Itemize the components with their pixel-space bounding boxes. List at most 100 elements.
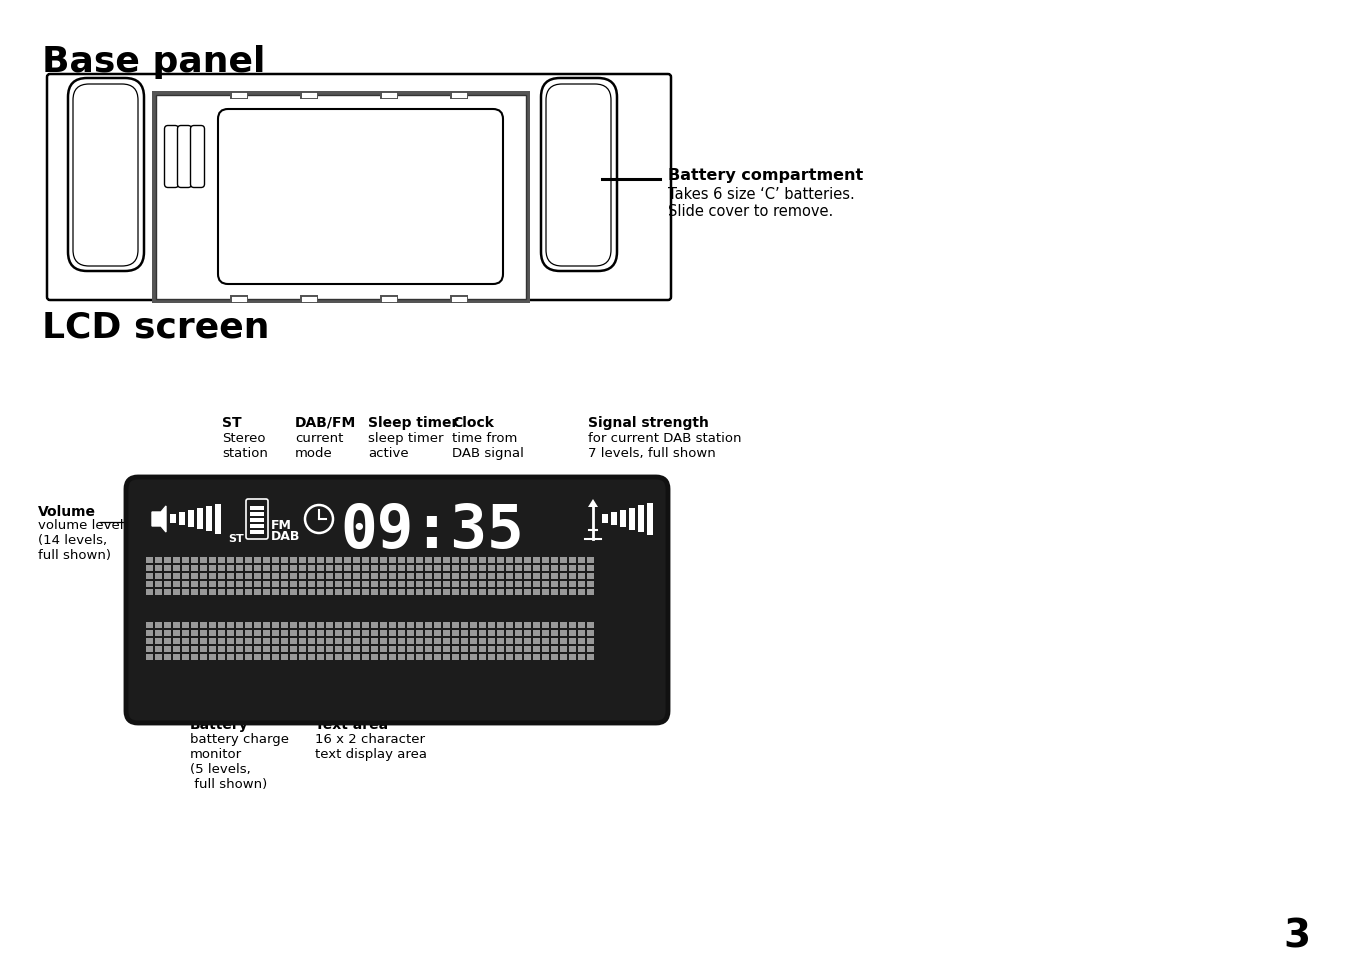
Bar — [434, 655, 441, 660]
Bar — [164, 574, 170, 579]
Bar — [552, 565, 558, 572]
Bar — [281, 655, 288, 660]
Bar — [569, 565, 576, 572]
Bar — [425, 581, 433, 587]
Bar — [370, 655, 379, 660]
Bar — [281, 646, 288, 652]
Bar — [470, 558, 477, 563]
Bar — [326, 581, 333, 587]
Bar — [308, 646, 315, 652]
Bar — [164, 589, 170, 596]
Bar — [587, 646, 594, 652]
Bar — [552, 581, 558, 587]
Bar — [397, 646, 406, 652]
Bar — [380, 558, 387, 563]
Text: full shown): full shown) — [191, 778, 268, 790]
Bar — [191, 646, 197, 652]
Bar — [227, 646, 234, 652]
Bar — [515, 558, 522, 563]
Text: current: current — [295, 432, 343, 444]
Bar — [533, 622, 539, 628]
Bar — [452, 558, 458, 563]
Text: Battery compartment: Battery compartment — [668, 168, 863, 183]
Bar — [353, 589, 360, 596]
Bar — [281, 558, 288, 563]
Bar — [183, 639, 189, 644]
Bar — [218, 558, 224, 563]
Text: Text area: Text area — [315, 718, 388, 731]
Bar — [206, 506, 212, 532]
Text: Stereo: Stereo — [222, 432, 265, 444]
Bar — [362, 589, 369, 596]
Bar — [479, 655, 485, 660]
Bar — [237, 655, 243, 660]
Bar — [281, 589, 288, 596]
Bar — [579, 581, 585, 587]
Bar — [362, 630, 369, 637]
Bar — [197, 509, 203, 530]
Bar — [587, 589, 594, 596]
Bar — [542, 558, 549, 563]
Bar — [343, 558, 352, 563]
Bar — [210, 622, 216, 628]
Bar — [542, 622, 549, 628]
Bar — [316, 639, 324, 644]
Bar — [434, 558, 441, 563]
Bar — [146, 589, 153, 596]
Bar — [155, 630, 162, 637]
Bar — [560, 565, 566, 572]
Bar — [479, 574, 485, 579]
Bar — [146, 622, 153, 628]
Bar — [289, 630, 297, 637]
Text: Volume: Volume — [38, 504, 96, 518]
Text: 09:35: 09:35 — [339, 501, 523, 560]
Bar — [542, 574, 549, 579]
Bar — [452, 565, 458, 572]
Bar — [155, 581, 162, 587]
Bar — [146, 565, 153, 572]
Bar — [264, 565, 270, 572]
Bar — [191, 581, 197, 587]
Bar — [389, 646, 396, 652]
Bar — [316, 581, 324, 587]
Bar — [560, 630, 566, 637]
Bar — [362, 639, 369, 644]
Bar — [525, 630, 531, 637]
Bar — [587, 581, 594, 587]
Bar — [515, 589, 522, 596]
Bar — [470, 574, 477, 579]
Bar — [461, 639, 468, 644]
Bar — [533, 646, 539, 652]
Text: Slide cover to remove.: Slide cover to remove. — [668, 204, 833, 219]
Bar — [587, 630, 594, 637]
Bar — [326, 589, 333, 596]
Bar — [525, 589, 531, 596]
Bar — [227, 574, 234, 579]
Bar — [362, 574, 369, 579]
Bar — [498, 630, 504, 637]
Bar — [227, 630, 234, 637]
FancyBboxPatch shape — [246, 499, 268, 539]
Bar — [146, 639, 153, 644]
Bar — [498, 655, 504, 660]
Bar — [264, 558, 270, 563]
Bar — [237, 630, 243, 637]
Text: text display area: text display area — [315, 747, 427, 760]
Bar — [525, 574, 531, 579]
Bar — [237, 622, 243, 628]
Bar — [443, 630, 450, 637]
Bar — [335, 622, 342, 628]
Bar — [210, 646, 216, 652]
Bar — [231, 296, 247, 303]
Bar — [308, 589, 315, 596]
Bar — [200, 565, 207, 572]
Bar — [542, 589, 549, 596]
Bar — [200, 589, 207, 596]
Bar — [579, 589, 585, 596]
Text: time from: time from — [452, 432, 518, 444]
Bar — [215, 504, 220, 535]
Bar — [173, 565, 180, 572]
Bar — [218, 622, 224, 628]
Bar — [638, 505, 644, 533]
Bar — [425, 655, 433, 660]
